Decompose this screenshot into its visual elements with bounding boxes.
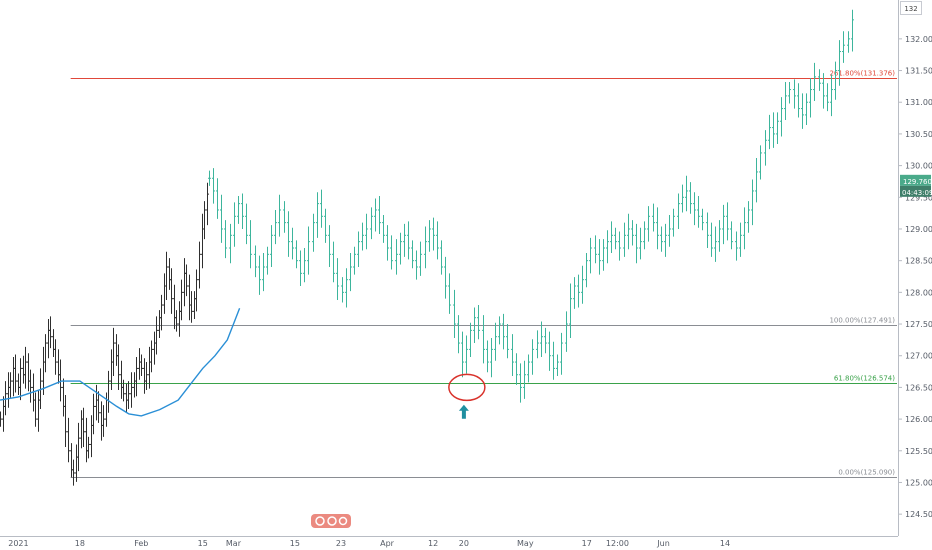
time-tick-label: Jun [656,539,670,548]
price-tick-label: 130.000 [905,162,932,171]
countdown-label: 04:43:09 [902,189,932,197]
price-tick-label: 126.000 [905,415,932,424]
time-tick-label: Mar [226,539,242,548]
time-tick-label: 2021 [8,539,28,548]
time-tick-label: Feb [134,539,148,548]
time-tick-label: 23 [336,539,346,548]
time-tick-label: 17 [582,539,592,548]
fib-level-label: 261.80%(131.376) [829,70,895,78]
last-price-marker: 129.760 04:43:09 [900,174,932,197]
price-tick-label: 129.500 [905,193,932,202]
annotations-layer [448,373,486,419]
time-tick-label: 20 [459,539,469,548]
time-tick-label: 15 [290,539,300,548]
price-tick-label: 124.500 [905,510,932,519]
last-price-badge [900,174,931,186]
price-tick-label: 128.000 [905,288,932,297]
price-tick-label: 130.500 [905,130,932,139]
price-tick-label: 129.000 [905,225,932,234]
moving-average-layer [0,307,241,417]
highlight-circle [448,373,486,402]
fib-level-label: 0.00%(125.090) [838,469,895,477]
fib-level-label: 61.80%(126.574) [834,375,895,383]
price-axis[interactable]: 132.000 131.500 131.000 130.500 130.000 129.5… [898,35,932,519]
price-tick-label: 128.500 [905,257,932,266]
price-tick-label: 131.500 [905,67,932,76]
price-scale-corner[interactable]: 132 [900,1,922,15]
price-tick-label: 125.500 [905,447,932,456]
time-tick-label: 15 [198,539,208,548]
last-price-label: 129.760 [903,178,932,186]
time-tick-label: 12:00 [606,539,629,548]
fib-level-label: 100.00%(127.491) [829,317,895,325]
time-axis[interactable]: 2021 18 Feb 15 Mar 15 23 Apr 12 20 May 17 12:00 Jun 14 [8,539,730,548]
price-tick-label: 126.500 [905,383,932,392]
time-tick-label: May [517,539,534,548]
price-tick-label: 125.000 [905,478,932,487]
price-tick-label: 132.000 [905,35,932,44]
countdown-badge [900,185,931,197]
moving-average-line [0,307,241,417]
price-bars [0,9,854,486]
time-tick-label: 18 [75,539,85,548]
time-tick-label: Apr [380,539,395,548]
up-arrow-marker [458,404,469,419]
price-scale-top-label: 132 [904,5,918,13]
watermark-logo [311,514,351,528]
price-tick-label: 131.000 [905,98,932,107]
price-tick-label: 127.000 [905,352,932,361]
time-tick-label: 14 [720,539,730,548]
price-tick-label: 127.500 [905,320,932,329]
time-tick-label: 12 [428,539,438,548]
